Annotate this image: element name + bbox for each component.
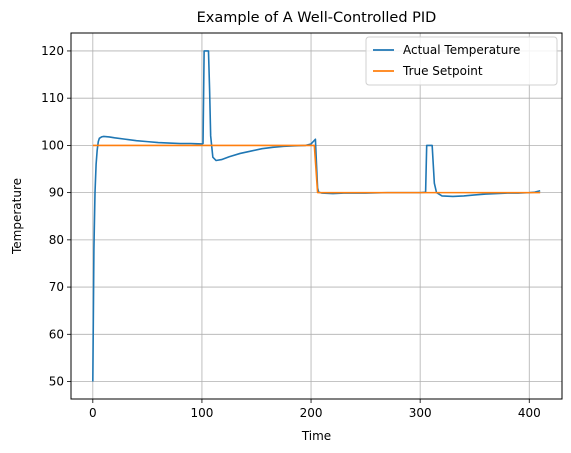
x-axis-label: Time [301,429,331,443]
y-tick-label: 90 [49,186,64,200]
legend: Actual Temperature True Setpoint [365,36,558,86]
y-tick-label: 110 [41,91,64,105]
axis-ticks: 0 100 200 300 400 50 60 70 80 90 100 110 120 [41,44,541,420]
y-tick-label: 50 [49,375,64,389]
legend-label: True Setpoint [402,64,483,78]
x-tick-label: 300 [409,406,432,420]
y-axis-label: Temperature [10,178,24,255]
legend-box [365,36,558,86]
chart-title: Example of A Well-Controlled PID [197,10,437,26]
y-tick-label: 60 [49,327,64,341]
y-tick-label: 80 [49,233,64,247]
x-tick-label: 400 [518,406,541,420]
legend-label: Actual Temperature [403,43,520,57]
y-tick-label: 120 [41,44,64,58]
x-tick-label: 100 [190,406,213,420]
series-line-1 [92,50,541,382]
series-line-2 [92,144,541,194]
y-tick-label: 70 [49,280,64,294]
x-tick-label: 200 [300,406,323,420]
plot-frame [70,32,563,400]
grid-lines [71,33,562,399]
y-tick-label: 100 [41,138,64,152]
series-lines [92,50,541,382]
x-tick-label: 0 [89,406,97,420]
